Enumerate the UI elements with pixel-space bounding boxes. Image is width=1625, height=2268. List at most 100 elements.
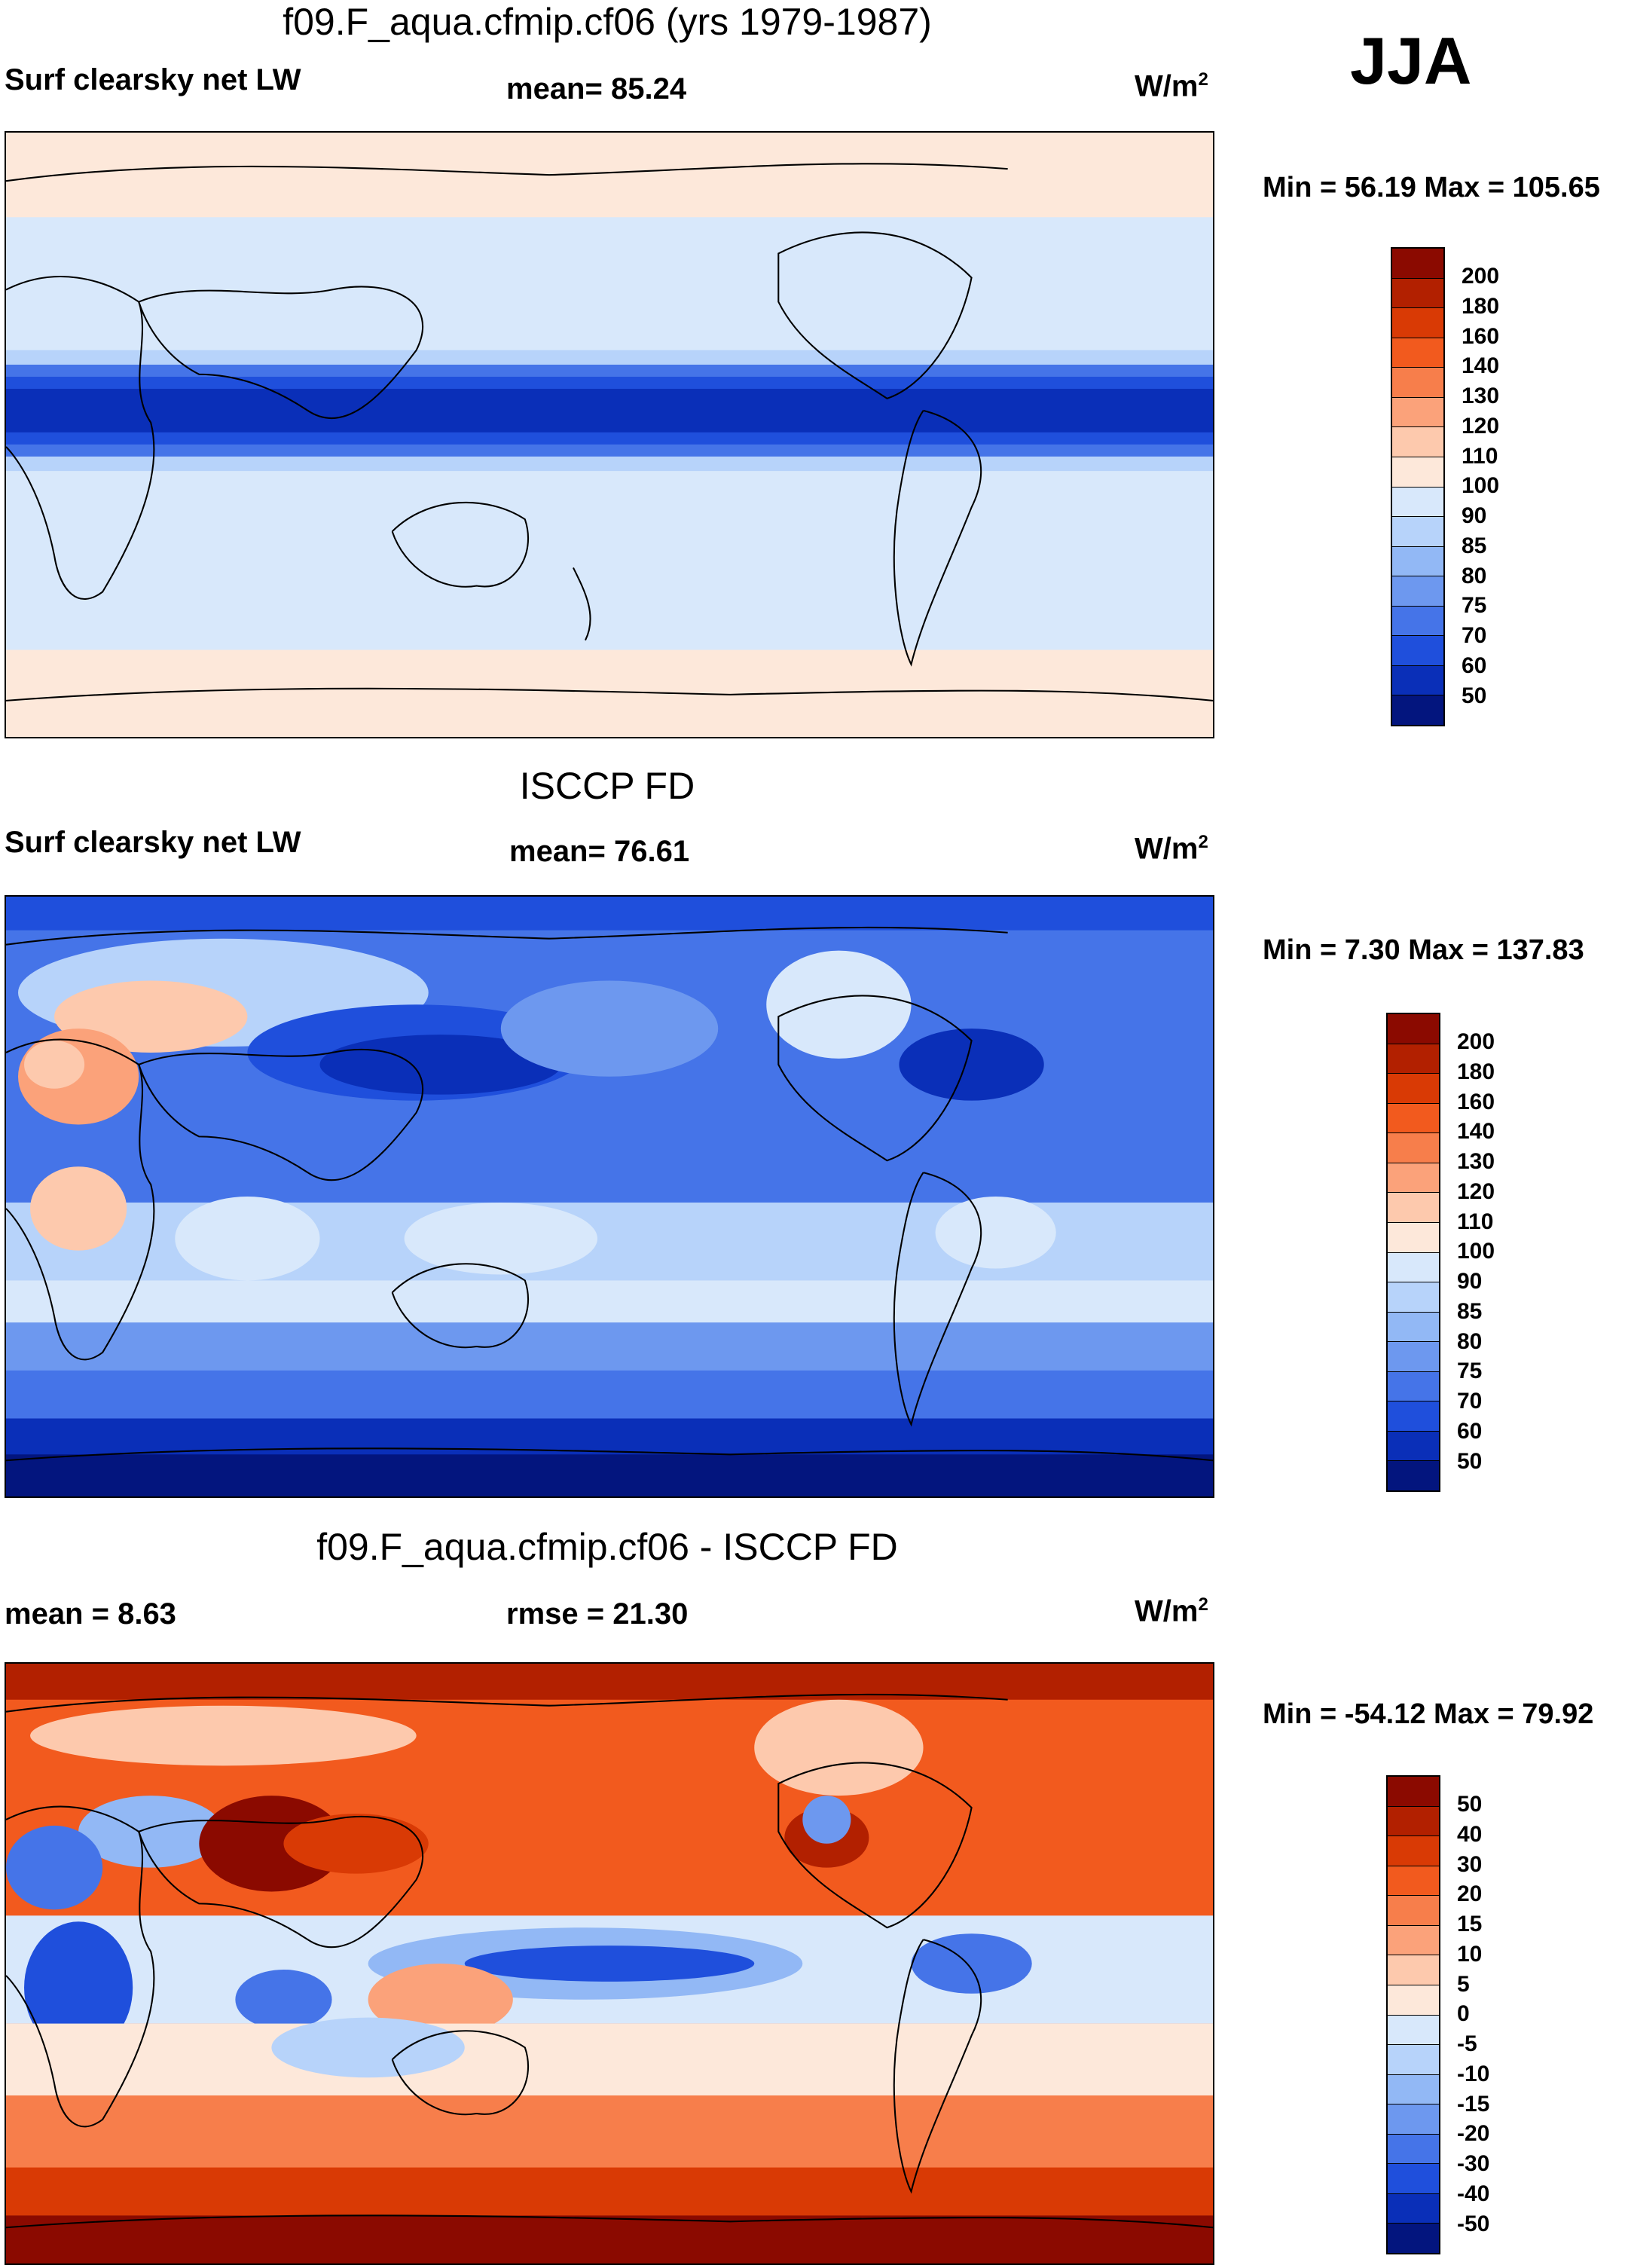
panel-2-units: W/m2	[1135, 832, 1208, 866]
panel-3-colorbar-swatch	[1388, 2224, 1439, 2253]
panel-2-colorbar-swatch	[1388, 1401, 1439, 1432]
panel-1-colorbar-swatch	[1392, 338, 1443, 368]
panel-3-colorbar-swatch	[1388, 2134, 1439, 2165]
panel-2-colorbar	[1386, 1013, 1440, 1492]
panel-1-tick: 70	[1462, 623, 1487, 648]
panel-2-tick: 110	[1457, 1209, 1494, 1234]
panel-3-colorbar-swatch	[1388, 1866, 1439, 1897]
panel-1-tick: 60	[1462, 653, 1487, 678]
panel-3-tick: 10	[1457, 1942, 1483, 1967]
panel-2-colorbar-swatch	[1388, 1044, 1439, 1074]
panel-1-colorbar-swatch	[1392, 308, 1443, 338]
panel-1-mean-label: mean= 85.24	[506, 72, 687, 105]
panel-3-colorbar-swatch	[1388, 2193, 1439, 2224]
panel-2-colorbar-swatch	[1388, 1342, 1439, 1372]
panel-2-minmax: Min = 7.30 Max = 137.83	[1263, 934, 1584, 966]
panel-1-colorbar-swatch	[1392, 397, 1443, 428]
panel-2-tick: 160	[1457, 1090, 1495, 1114]
panel-1-colorbar-swatch	[1392, 606, 1443, 637]
panel-3-field	[6, 1664, 1213, 2263]
panel-1-tick: 180	[1462, 294, 1500, 319]
panel-1-colorbar-swatch	[1392, 368, 1443, 398]
panel-3-mean-label: mean = 8.63	[5, 1597, 176, 1631]
panel-3-tick: 30	[1457, 1852, 1483, 1877]
panel-2-colorbar-swatch	[1388, 1133, 1439, 1163]
panel-3-colorbar-swatch	[1388, 2164, 1439, 2194]
panel-1-tick: 120	[1462, 414, 1500, 439]
panel-1-tick: 160	[1462, 324, 1500, 349]
panel-1-tick: 85	[1462, 533, 1487, 558]
panel-1-tick: 140	[1462, 353, 1500, 378]
panel-2-field	[6, 897, 1213, 1496]
panel-1-colorbar-swatch	[1392, 517, 1443, 547]
panel-3-tick: 40	[1457, 1822, 1483, 1847]
panel-3-tick: -40	[1457, 2181, 1490, 2206]
panel-3-tick: -5	[1457, 2031, 1477, 2056]
panel-3-tick: -50	[1457, 2211, 1490, 2236]
panel-1-coastlines	[6, 163, 1213, 701]
panel-1-colorbar-swatch	[1392, 487, 1443, 518]
panel-3-tick: 50	[1457, 1792, 1483, 1817]
panel-2-tick: 60	[1457, 1419, 1483, 1444]
panel-3-colorbar-swatch	[1388, 1925, 1439, 1956]
panel-3-minmax: Min = -54.12 Max = 79.92	[1263, 1698, 1594, 1730]
panel-1-colorbar-swatch	[1392, 636, 1443, 666]
panel-2-tick: 70	[1457, 1389, 1483, 1414]
panel-2-colorbar-swatch	[1388, 1222, 1439, 1253]
panel-3-colorbar-swatch	[1388, 1985, 1439, 2016]
panel-2-coastlines	[6, 926, 1213, 1462]
panel-3-units: W/m2	[1135, 1594, 1208, 1628]
panel-3-colorbar-swatch	[1388, 1836, 1439, 1866]
panel-1-colorbar-swatch	[1392, 278, 1443, 309]
panel-2-colorbar-swatch	[1388, 1371, 1439, 1402]
panel-1-tick: 100	[1462, 473, 1500, 498]
panel-2-colorbar-swatch	[1388, 1193, 1439, 1223]
panel-2-tick: 180	[1457, 1059, 1495, 1084]
panel-3-colorbar-swatch	[1388, 2074, 1439, 2105]
panel-2-variable-label: Surf clearsky net LW	[5, 826, 301, 859]
panel-1-units: W/m2	[1135, 69, 1208, 103]
panel-2-tick: 100	[1457, 1239, 1495, 1264]
panel-3-tick: -10	[1457, 2062, 1490, 2086]
season-label: JJA	[1350, 23, 1472, 98]
panel-3-tick: -20	[1457, 2121, 1490, 2146]
panel-2-colorbar-swatch	[1388, 1103, 1439, 1134]
panel-1-colorbar-swatch	[1392, 427, 1443, 457]
panel-2-tick: 85	[1457, 1299, 1483, 1324]
panel-3-tick: 5	[1457, 1972, 1470, 1997]
panel-2-colorbar-swatch	[1388, 1252, 1439, 1283]
panel-1-tick: 75	[1462, 593, 1487, 618]
panel-2-map	[5, 895, 1214, 1498]
panel-2-tick: 120	[1457, 1179, 1495, 1204]
panel-1-title: f09.F_aqua.cfmip.cf06 (yrs 1979-1987)	[283, 1, 932, 43]
panel-1-map	[5, 131, 1214, 738]
panel-1-tick: 130	[1462, 384, 1500, 408]
panel-3-tick: -30	[1457, 2151, 1490, 2176]
panel-2-colorbar-swatch	[1388, 1282, 1439, 1313]
panel-1-colorbar	[1391, 247, 1445, 726]
panel-3-tick: 15	[1457, 1912, 1483, 1936]
panel-1-tick: 200	[1462, 264, 1500, 289]
panel-3-map	[5, 1662, 1214, 2265]
panel-3-tick: 20	[1457, 1881, 1483, 1906]
panel-1-colorbar-swatch	[1392, 457, 1443, 488]
panel-2-colorbar-swatch	[1388, 1461, 1439, 1490]
panel-1-tick: 80	[1462, 564, 1487, 588]
panel-2-tick: 80	[1457, 1329, 1483, 1354]
panel-3-rmse-label: rmse = 21.30	[506, 1597, 689, 1631]
panel-3-colorbar-swatch	[1388, 1896, 1439, 1926]
panel-1-field	[6, 133, 1213, 737]
panel-1-tick: 50	[1462, 683, 1487, 708]
panel-3-colorbar-swatch	[1388, 2015, 1439, 2046]
panel-3-colorbar	[1386, 1775, 1440, 2254]
panel-2-tick: 75	[1457, 1359, 1483, 1383]
panel-2-title: ISCCP FD	[519, 765, 695, 807]
panel-2-tick: 140	[1457, 1119, 1495, 1144]
panel-1-colorbar-swatch	[1392, 576, 1443, 607]
panel-1-colorbar-swatch	[1392, 249, 1443, 279]
panel-2-colorbar-swatch	[1388, 1431, 1439, 1462]
panel-3-tick: -15	[1457, 2092, 1490, 2117]
panel-2-colorbar-swatch	[1388, 1074, 1439, 1104]
panel-2-tick: 200	[1457, 1029, 1495, 1054]
panel-2-colorbar-swatch	[1388, 1014, 1439, 1044]
